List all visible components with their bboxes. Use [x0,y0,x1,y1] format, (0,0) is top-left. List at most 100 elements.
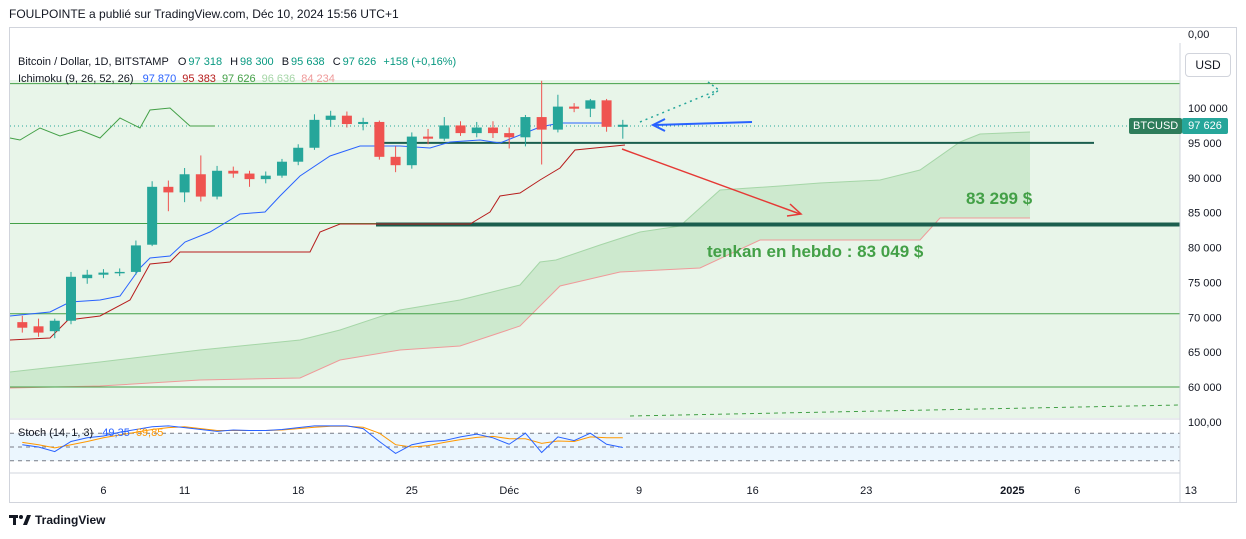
candle-down [455,125,466,134]
candle-down [17,322,28,328]
legend-symbol-row: Bitcoin / Dollar, 1D, BITSTAMP O 97 318 H 9… [18,56,458,68]
candle-up [147,186,158,245]
price-axis-top-label: 0,00 [1188,29,1209,41]
time-tick-label: 11 [179,485,190,497]
time-tick-label: 18 [292,485,304,497]
price-tick-label: 80 000 [1188,243,1222,255]
legend-stoch-value: 49,35 [102,427,130,439]
legend-ohlc-c-value: 97 626 [342,56,377,68]
legend-ohlc-c-label: C [332,56,341,68]
candle-up [65,276,76,321]
stoch-axis-top-label: 100,00 [1188,417,1222,429]
senkou-a-line [9,131,1031,373]
candle-down [423,136,434,139]
candle-up [585,100,596,109]
level-annotation: 83 299 $ [966,189,1033,208]
candle-up [552,106,563,130]
currency-button[interactable]: USD [1185,53,1231,77]
candle-up [114,271,125,274]
candle-down [374,121,385,157]
candle-up [293,147,304,162]
candle-up [82,274,93,279]
chikou-span-line [9,107,215,141]
publication-header: FOULPOINTE a publié sur TradingView.com,… [9,7,399,21]
price-pointer-arrow [654,121,753,126]
tradingview-logo-icon [9,515,31,525]
price-tick-label: 100 000 [1188,103,1228,115]
time-tick-label: 25 [406,485,418,497]
candle-down [569,106,580,109]
legend-symbol: Bitcoin / Dollar, 1D, BITSTAMP [18,56,169,68]
legend-ichimoku-value: 95 383 [182,73,216,85]
tradingview-footer: TradingView [9,513,105,527]
legend-ichimoku-value: 97 870 [142,73,177,85]
legend-ichimoku-value: 84 234 [301,73,335,85]
candle-up [260,175,271,180]
time-tick-label: 16 [747,485,759,497]
candle-down [390,156,401,166]
senkou-b-line [9,217,1030,389]
legend-ohlc-h-value: 98 300 [240,56,274,68]
legend-ohlc-b-label: B [281,56,290,68]
ichimoku-cloud [10,132,1030,388]
price-tick-label: 90 000 [1188,173,1222,185]
legend-stoch-row: Stoch (14, 1, 3) 49,35 69,85 [18,427,167,439]
legend-ichimoku-value: 97 626 [221,73,256,85]
legend-ohlc-o-value: 97 318 [188,56,223,68]
price-tick-label: 85 000 [1188,208,1222,220]
price-tick-label: 75 000 [1188,277,1222,289]
time-tick-label: 6 [100,485,106,497]
candle-up [179,174,190,193]
time-tick-label: 6 [1074,485,1080,497]
tenkan-sen-line [9,122,610,317]
kijun-sen-line [9,144,626,341]
legend-ohlc-b-value: 95 638 [291,56,325,68]
candle-down [601,100,612,127]
footer-logo-text: TradingView [35,513,106,527]
price-tick-label: 65 000 [1188,347,1222,359]
stoch-k-line [22,425,623,455]
candle-down [33,326,44,333]
legend-ichimoku-value: 96 636 [261,73,296,85]
candle-up [520,117,531,138]
time-tick-label: 9 [636,485,642,497]
chart-frame [9,27,1237,503]
legend-ichimoku-row: Ichimoku (9, 26, 52, 26) 97 870 95 383 97 … [18,73,339,85]
candle-down [341,115,352,125]
legend-ichimoku-label: Ichimoku (9, 26, 52, 26) [18,73,134,85]
time-tick-label: 13 [1185,485,1197,497]
time-tick-label: 23 [860,485,872,497]
price-tag-symbol: BTCUSD [1129,118,1183,134]
price-tick-label: 95 000 [1188,138,1222,150]
legend-change: +158 (+0,16%) [383,56,457,68]
price-tick-label: 70 000 [1188,312,1222,324]
candle-up [49,320,60,332]
candle-down [163,186,174,193]
candle-up [130,245,141,272]
candle-up [276,161,287,176]
candle-down [504,133,515,138]
time-tick-label: 2025 [1000,485,1024,497]
legend-stoch-value: 69,85 [135,427,164,439]
legend-ohlc-o-label: O [177,56,187,68]
candle-up [212,170,223,197]
candle-up [325,115,336,120]
legend-ichimoku-values: 97 870 95 383 97 626 96 636 84 234 [139,73,337,85]
legend-ohlc-h-label: H [230,56,239,68]
tenkan-annotation: tenkan en hebdo : 83 049 $ [707,242,924,261]
legend-ohlc: O 97 318 H 98 300 B 95 638 C 97 626 [174,56,378,68]
projection-arrow-head [786,203,803,217]
legend-stoch-values: 49,35 69,85 [98,427,165,439]
target-dotted-arrow [639,89,719,123]
candle-down [195,174,206,197]
candle-down [244,173,255,180]
candle-up [406,136,417,166]
trend-dashed-line [629,404,1181,417]
price-pointer-arrow-head [650,118,666,132]
candle-down [536,117,547,130]
time-tick-label: Déc [499,485,519,497]
candle-up [617,124,628,127]
price-tag-value: 97 626 [1182,118,1228,134]
candle-up [439,125,450,139]
